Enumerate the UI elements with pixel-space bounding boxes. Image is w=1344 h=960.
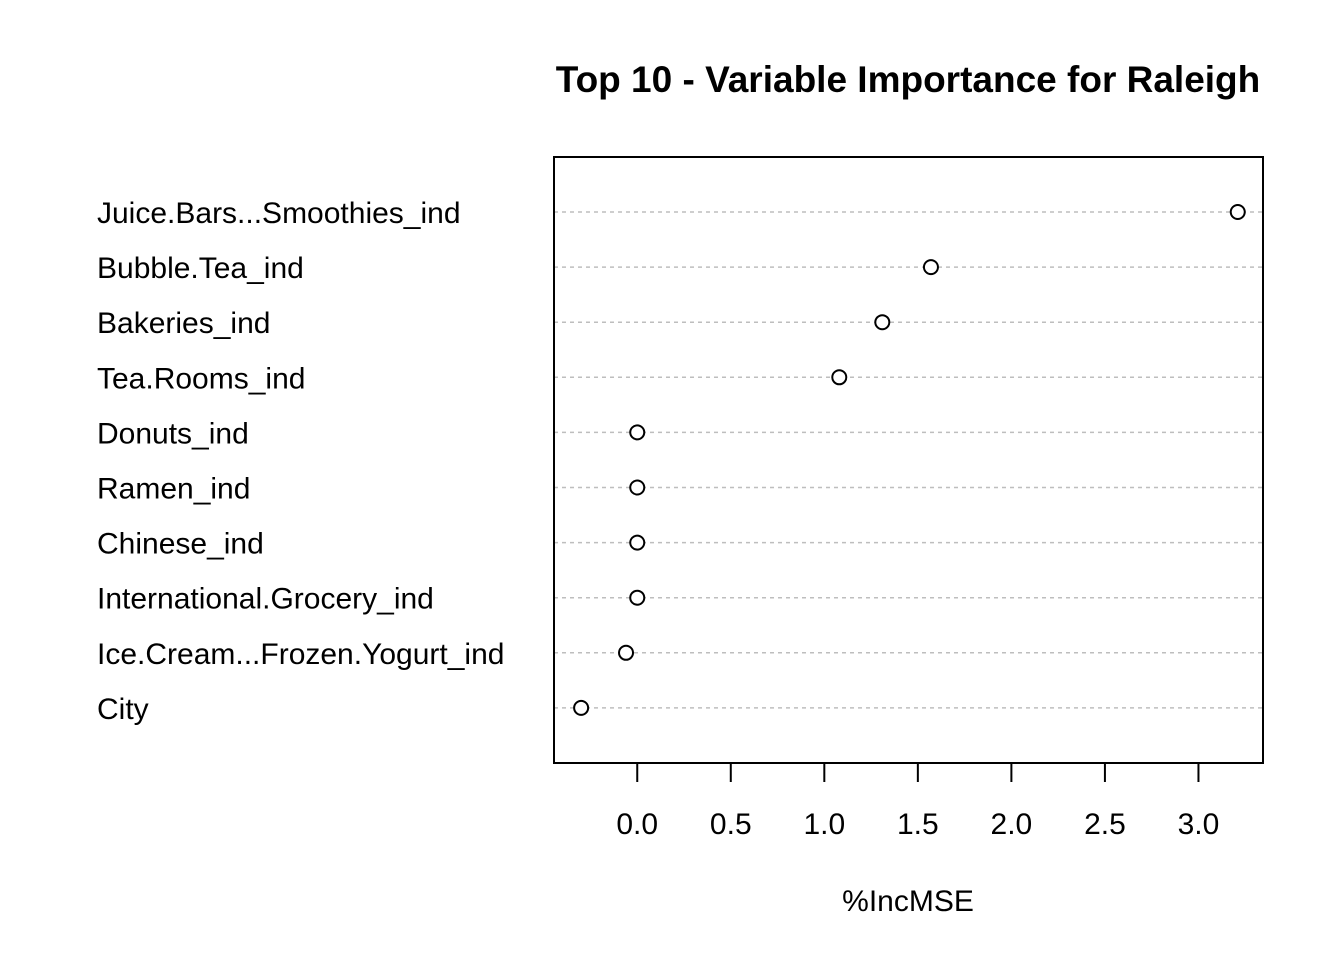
x-tick-label: 0.0 bbox=[616, 808, 658, 841]
category-label: Donuts_ind bbox=[97, 417, 249, 450]
data-point bbox=[1229, 204, 1246, 220]
x-tick-label: 1.5 bbox=[897, 808, 939, 841]
data-point bbox=[629, 534, 646, 551]
grid-lines bbox=[554, 211, 1263, 709]
chart-title: Top 10 - Variable Importance for Raleigh bbox=[556, 59, 1261, 100]
data-point bbox=[573, 699, 590, 716]
category-label: Juice.Bars...Smoothies_ind bbox=[97, 197, 461, 230]
data-point bbox=[874, 314, 891, 331]
data-point bbox=[629, 479, 646, 496]
category-label: Chinese_ind bbox=[97, 528, 264, 561]
data-point bbox=[922, 259, 939, 276]
plot-frame bbox=[553, 156, 1264, 764]
x-tick-label: 2.5 bbox=[1084, 808, 1126, 841]
category-label: City bbox=[97, 693, 149, 726]
data-points bbox=[573, 204, 1246, 716]
x-tick-label: 2.0 bbox=[991, 808, 1033, 841]
category-label: International.Grocery_ind bbox=[97, 583, 434, 616]
x-tick-label: 0.5 bbox=[710, 808, 752, 841]
category-labels: Juice.Bars...Smoothies_ind Bubble.Tea_ind… bbox=[97, 197, 504, 726]
category-label: Ice.Cream...Frozen.Yogurt_ind bbox=[97, 638, 504, 671]
category-label: Ramen_ind bbox=[97, 473, 250, 506]
x-tick-label: 1.0 bbox=[803, 808, 845, 841]
x-axis-label: %IncMSE bbox=[842, 885, 974, 918]
data-point bbox=[629, 589, 646, 606]
x-axis: 0.0 0.5 1.0 1.5 2.0 2.5 3.0 bbox=[616, 762, 1220, 841]
category-label: Bakeries_ind bbox=[97, 307, 270, 340]
category-label: Tea.Rooms_ind bbox=[97, 362, 305, 395]
data-point bbox=[831, 369, 848, 386]
data-point bbox=[629, 424, 646, 441]
data-point bbox=[618, 644, 635, 661]
x-tick-label: 3.0 bbox=[1178, 808, 1220, 841]
category-label: Bubble.Tea_ind bbox=[97, 252, 304, 285]
